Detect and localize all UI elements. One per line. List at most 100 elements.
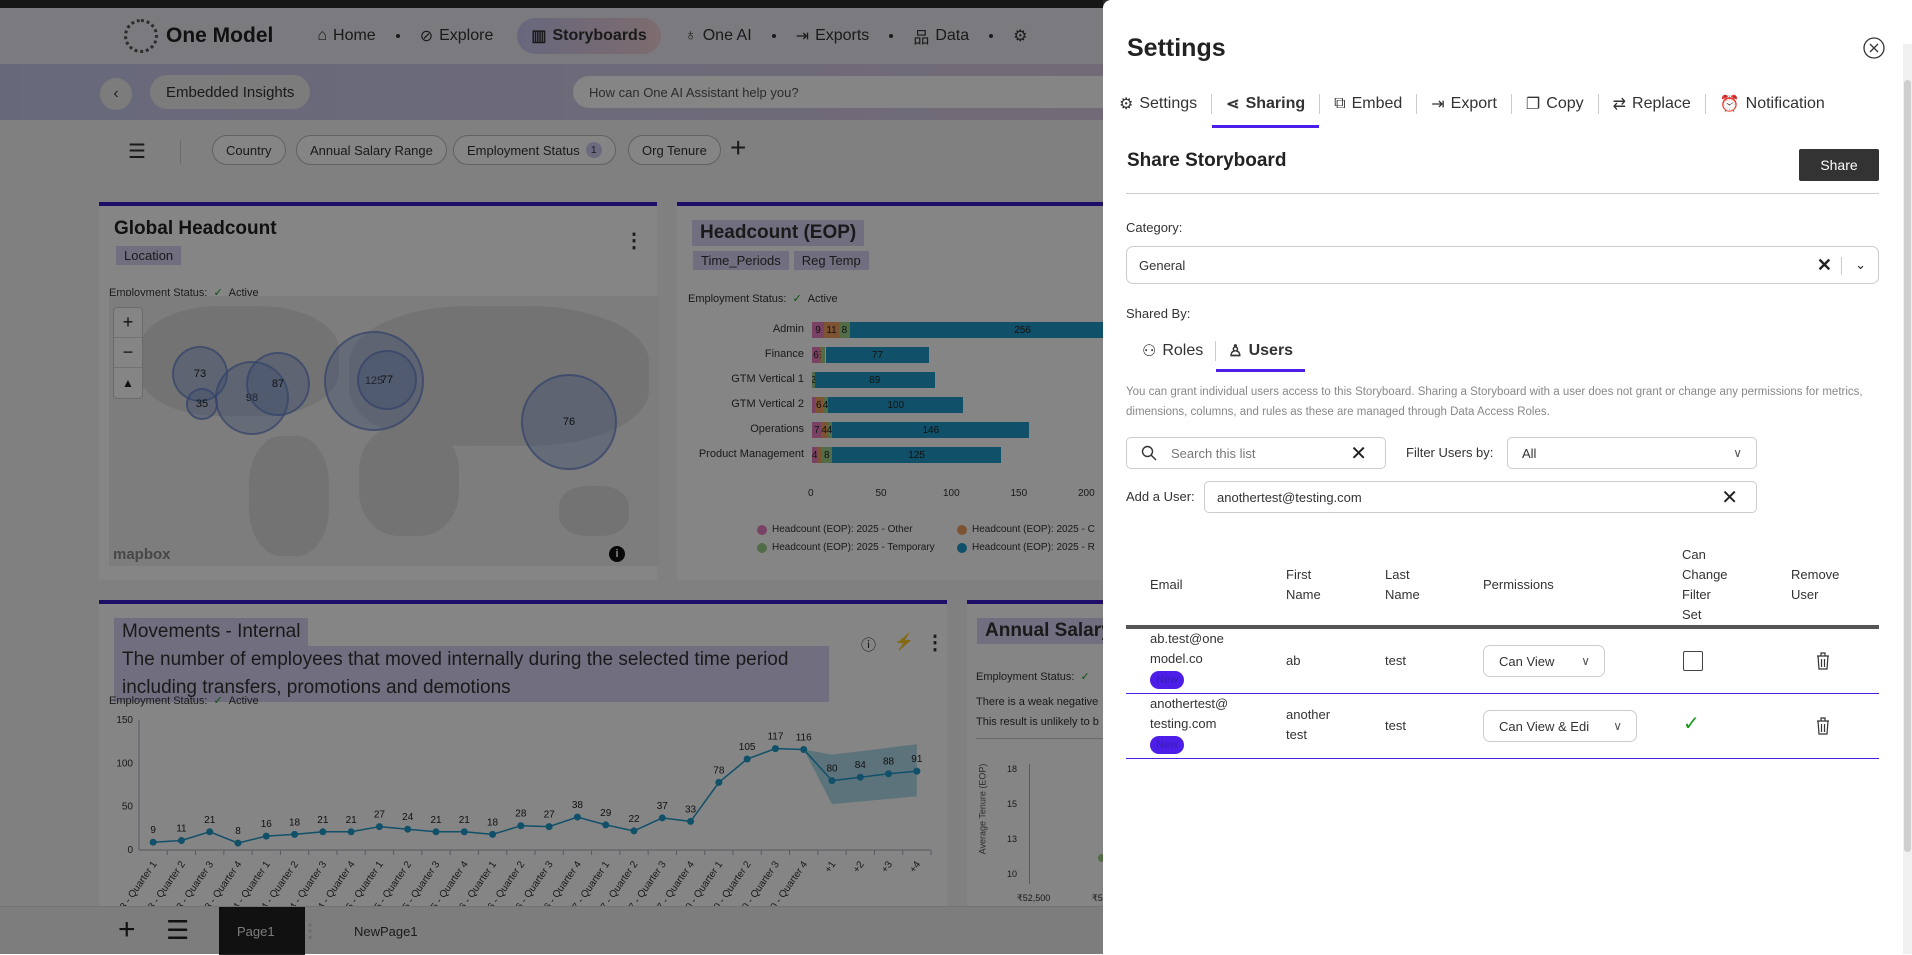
trash-icon[interactable] [1815,651,1831,671]
kebab-menu-icon[interactable]: ⋮ [925,632,945,654]
data-point[interactable] [460,828,468,836]
brand-logo[interactable]: One Model [124,19,273,53]
data-point[interactable] [828,777,836,785]
data-point[interactable] [404,825,412,833]
bar-segment[interactable]: 8 [821,447,833,463]
share-button[interactable]: Share [1799,149,1879,181]
scatter-point[interactable] [1098,854,1103,862]
data-point[interactable] [149,838,157,846]
data-point[interactable] [658,814,666,822]
tab-settings[interactable]: ⚙ Settings [1119,80,1211,128]
data-point[interactable] [687,817,695,825]
data-point[interactable] [743,755,751,763]
column-header-can-change[interactable]: Can Change Filter Set [1682,547,1728,622]
bar-segment[interactable]: 77 [825,347,930,363]
tab-export[interactable]: ⇥ Export [1417,80,1511,128]
tab-users[interactable]: ♙ Users [1216,330,1305,372]
legend-item[interactable]: Headcount (EOP): 2025 - Temporary [757,542,935,553]
bar-segment[interactable]: 11 [824,322,839,338]
bar-segment[interactable]: 9 [812,322,825,338]
nav-storyboards[interactable]: ▥ Storyboards [517,18,661,54]
kebab-menu-icon[interactable]: ⋮ [624,230,644,252]
page-list-icon[interactable]: ☰ [166,915,190,945]
chevron-down-icon[interactable]: ⌄ [1855,257,1866,272]
column-header-last-name[interactable]: Last Name [1385,567,1420,602]
data-point[interactable] [913,767,921,775]
data-point[interactable] [206,828,214,836]
add-filter-icon[interactable]: + [730,132,747,163]
tab-roles[interactable]: ⚇ Roles [1130,330,1215,372]
data-point[interactable] [800,745,808,753]
bar-segment[interactable]: 125 [832,447,1001,463]
bar-segment[interactable]: 4 [812,447,818,463]
nav-data[interactable]: 品 Data [899,16,983,56]
column-header-remove[interactable]: Remove User [1791,567,1840,602]
search-input[interactable]: Search this list ✕ [1126,437,1386,469]
kebab-menu-icon[interactable]: ⋮ [301,920,319,941]
world-map[interactable]: 73 35 98 87 125 77 76 [109,296,659,566]
bar-segment[interactable]: 4 [821,422,827,438]
data-point[interactable] [432,828,440,836]
filter-users-select[interactable]: All ∨ [1507,437,1757,469]
close-icon[interactable] [1863,37,1885,59]
data-point[interactable] [573,813,581,821]
nav-exports[interactable]: ⇥ Exports [782,18,884,54]
data-point[interactable] [375,823,383,831]
clear-icon[interactable]: ✕ [1816,254,1832,275]
bar-segment[interactable]: 146 [832,422,1030,438]
compass-icon[interactable]: ▲ [122,376,134,390]
filter-chip-salary-range[interactable]: Annual Salary Range [296,135,447,165]
nav-home[interactable]: ⌂ Home [303,19,389,53]
add-user-input[interactable]: anothertest@testing.com ✕ [1204,481,1757,513]
tab-embed[interactable]: ⧉ Embed [1320,80,1416,128]
filter-chip-org-tenure[interactable]: Org Tenure [628,135,721,165]
tab-notification[interactable]: ⏰ Notification [1706,80,1839,128]
bar-segment[interactable]: 100 [828,397,964,413]
column-header-permissions[interactable]: Permissions [1483,577,1554,592]
data-point[interactable] [319,828,327,836]
data-point[interactable] [771,745,779,753]
legend-item[interactable]: Headcount (EOP): 2025 - Other [757,524,913,535]
data-point[interactable] [715,778,723,786]
bar-segment[interactable]: 7 [812,422,822,438]
bar-segment[interactable]: 89 [814,372,935,388]
clear-icon[interactable]: ✕ [1721,486,1738,509]
data-point[interactable] [234,839,242,847]
data-point[interactable] [545,823,553,831]
bar-segment[interactable]: 3 [820,347,822,363]
tab-replace[interactable]: ⇄ Replace [1599,80,1705,128]
column-header-email[interactable]: Email [1150,577,1183,592]
info-icon[interactable]: i [609,546,625,562]
bar-segment[interactable]: 6 [814,397,823,413]
filter-list-icon[interactable]: ☰ [128,141,146,163]
permission-select[interactable]: Can View ∨ [1483,645,1605,677]
back-button[interactable]: ‹ [100,78,132,110]
map-bubble[interactable]: 35 [186,388,218,420]
zoom-in-icon[interactable]: + [114,308,142,338]
data-point[interactable] [177,836,185,844]
data-point[interactable] [262,832,270,840]
tab-copy[interactable]: ❐ Copy [1512,80,1598,128]
data-point[interactable] [856,773,864,781]
trash-icon[interactable] [1815,716,1831,736]
check-icon[interactable]: ✓ [1683,713,1700,735]
scrollbar-thumb[interactable] [1904,80,1911,852]
bar-segment[interactable]: 2 [812,372,815,388]
page-tab-newpage1[interactable]: NewPage1 [354,907,418,955]
page-tab-page1[interactable]: Page1 ⋮ [219,907,319,955]
can-change-checkbox[interactable] [1683,651,1703,671]
mapbox-attribution[interactable]: mapbox [113,546,171,563]
modal-backdrop[interactable] [0,0,1103,954]
ai-assistant-input[interactable]: How can One AI Assistant help you? [573,76,1173,108]
data-point[interactable] [885,770,893,778]
data-point[interactable] [489,830,497,838]
bar-segment[interactable] [817,447,822,463]
data-point[interactable] [630,827,638,835]
filter-chip-country[interactable]: Country [212,135,286,165]
map-bubble[interactable]: 76 [521,374,617,470]
bar-segment[interactable]: 4 [822,397,829,413]
column-header-first-name[interactable]: First Name [1286,567,1321,602]
clear-icon[interactable]: ✕ [1350,442,1367,465]
tab-sharing[interactable]: ⋖ Sharing [1212,80,1320,128]
permission-select[interactable]: Can View & Edi ∨ [1483,710,1637,742]
